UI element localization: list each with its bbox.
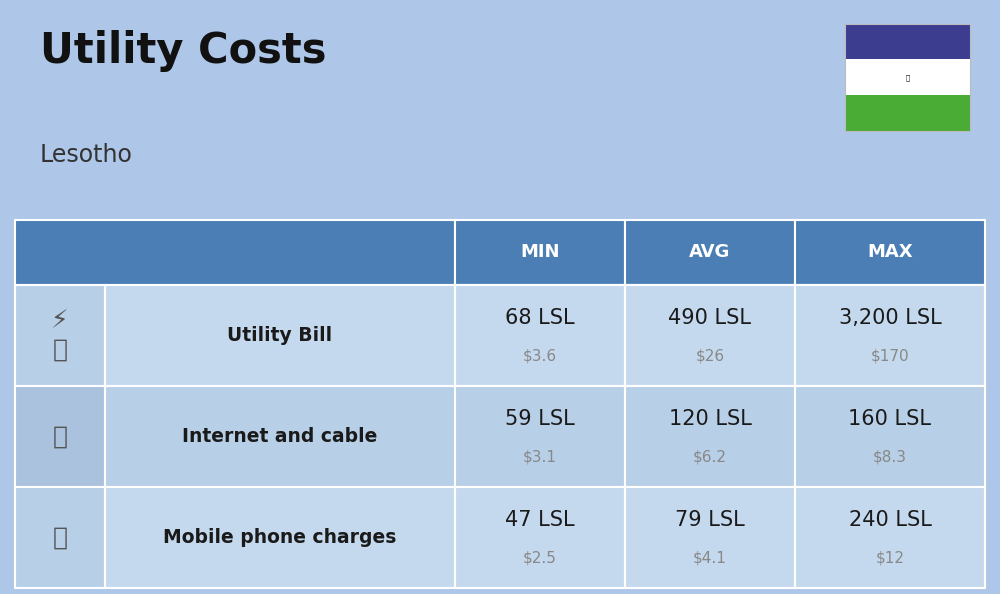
FancyBboxPatch shape [15, 220, 455, 285]
FancyBboxPatch shape [455, 220, 625, 285]
FancyBboxPatch shape [105, 386, 985, 487]
FancyBboxPatch shape [625, 487, 795, 588]
Text: 68 LSL: 68 LSL [505, 308, 575, 328]
Text: $170: $170 [871, 349, 909, 364]
Text: MIN: MIN [520, 244, 560, 261]
FancyBboxPatch shape [455, 285, 625, 386]
Text: $26: $26 [695, 349, 725, 364]
Text: 79 LSL: 79 LSL [675, 510, 745, 530]
Text: Utility Bill: Utility Bill [227, 326, 333, 345]
Text: 📱: 📱 [52, 526, 68, 549]
FancyBboxPatch shape [15, 487, 105, 588]
Text: $4.1: $4.1 [693, 551, 727, 566]
Text: Internet and cable: Internet and cable [182, 427, 378, 446]
Text: $6.2: $6.2 [693, 450, 727, 465]
Text: $8.3: $8.3 [873, 450, 907, 465]
Text: MAX: MAX [867, 244, 913, 261]
Text: $3.1: $3.1 [523, 450, 557, 465]
Text: 59 LSL: 59 LSL [505, 409, 575, 429]
FancyBboxPatch shape [15, 285, 105, 386]
FancyBboxPatch shape [105, 285, 985, 386]
Text: Lesotho: Lesotho [40, 143, 133, 166]
FancyBboxPatch shape [795, 386, 985, 487]
Text: ⚡
🔌: ⚡ 🔌 [51, 309, 69, 362]
Text: 🏔: 🏔 [905, 74, 910, 81]
FancyBboxPatch shape [455, 487, 625, 588]
Text: 47 LSL: 47 LSL [505, 510, 575, 530]
FancyBboxPatch shape [845, 59, 970, 95]
Text: 3,200 LSL: 3,200 LSL [839, 308, 941, 328]
Text: 📶: 📶 [52, 425, 68, 448]
FancyBboxPatch shape [795, 487, 985, 588]
Text: 240 LSL: 240 LSL [849, 510, 931, 530]
FancyBboxPatch shape [795, 285, 985, 386]
Text: $2.5: $2.5 [523, 551, 557, 566]
Text: 120 LSL: 120 LSL [669, 409, 751, 429]
FancyBboxPatch shape [625, 285, 795, 386]
FancyBboxPatch shape [15, 386, 105, 487]
Text: $12: $12 [876, 551, 904, 566]
Text: AVG: AVG [689, 244, 731, 261]
FancyBboxPatch shape [795, 220, 985, 285]
FancyBboxPatch shape [625, 386, 795, 487]
FancyBboxPatch shape [845, 24, 970, 59]
Text: Mobile phone charges: Mobile phone charges [163, 528, 397, 547]
FancyBboxPatch shape [625, 220, 795, 285]
FancyBboxPatch shape [105, 487, 985, 588]
Text: $3.6: $3.6 [523, 349, 557, 364]
Text: 490 LSL: 490 LSL [668, 308, 752, 328]
FancyBboxPatch shape [455, 386, 625, 487]
Text: 160 LSL: 160 LSL [848, 409, 932, 429]
FancyBboxPatch shape [845, 95, 970, 131]
Text: Utility Costs: Utility Costs [40, 30, 326, 72]
